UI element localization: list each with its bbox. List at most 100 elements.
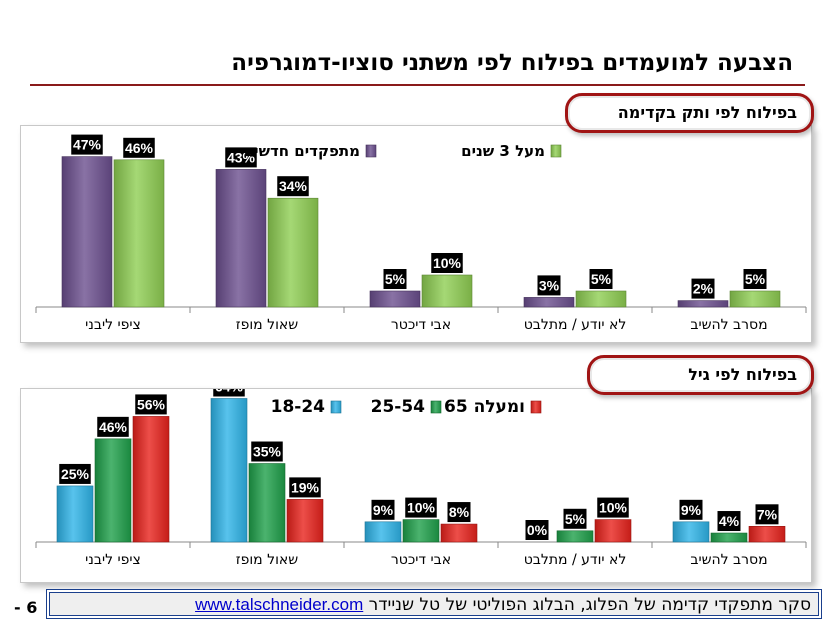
age-section-heading: בפילוח לפי גיל: [587, 355, 814, 395]
data-label-box: [71, 134, 103, 155]
bar: [440, 523, 478, 543]
category-label: מסרב להשיב: [690, 317, 767, 333]
bar: [56, 485, 94, 543]
bar: [710, 532, 748, 543]
data-label-box: [213, 389, 245, 397]
data-label-box: [563, 508, 587, 529]
data-label: 7%: [757, 506, 778, 522]
data-label-box: [277, 176, 309, 197]
legend-swatch: [330, 400, 342, 414]
category-label: לא יודע / מתלבט: [524, 552, 627, 568]
data-label-box: [431, 253, 463, 273]
data-label-box: [597, 497, 629, 518]
footer-text: סקר מתפקדי קדימה של הפלוג, הבלוג הפוליטי…: [363, 595, 811, 615]
data-label: 46%: [125, 140, 154, 156]
category-label: שאול מופז: [236, 552, 298, 568]
data-label: 5%: [745, 271, 766, 287]
data-label-box: [717, 511, 741, 532]
bar: [748, 526, 786, 543]
category-label: לא יודע / מתלבט: [524, 317, 627, 333]
data-label: 5%: [591, 271, 612, 287]
data-label: 5%: [385, 271, 406, 287]
data-label-box: [679, 499, 703, 520]
data-label-box: [97, 416, 129, 437]
legend-label: 65 ומעלה: [444, 397, 525, 417]
bar: [594, 519, 632, 543]
data-label: 47%: [73, 137, 102, 153]
legend-label: 18-24: [271, 397, 326, 417]
legend-label: 25-54: [371, 397, 426, 417]
bar: [286, 499, 324, 543]
bar: [729, 290, 781, 308]
bar: [113, 159, 165, 308]
data-label: 43%: [227, 149, 256, 165]
data-label: 35%: [253, 444, 282, 460]
data-label-box: [371, 499, 395, 520]
legend-label: מעל 3 שנים: [461, 142, 545, 160]
data-label: 10%: [433, 255, 462, 271]
legend-label: מתפקדים חדשים: [244, 142, 360, 160]
bar: [369, 290, 421, 308]
bar: [364, 521, 402, 543]
data-label: 25%: [61, 466, 90, 482]
data-label-box: [59, 463, 91, 484]
data-label: 19%: [291, 479, 320, 495]
data-label: 56%: [137, 396, 166, 412]
data-label-box: [755, 504, 779, 525]
bar: [215, 169, 267, 308]
page-number: - 6: [14, 598, 38, 617]
data-label: 0%: [527, 522, 548, 538]
data-label: 10%: [599, 500, 628, 516]
data-label: 9%: [373, 502, 394, 518]
data-label-box: [743, 269, 767, 289]
data-label-box: [447, 502, 471, 523]
bar: [672, 521, 710, 543]
data-label: 9%: [681, 502, 702, 518]
data-label: 5%: [565, 511, 586, 527]
bar: [677, 300, 729, 308]
bar: [523, 297, 575, 308]
footer-link[interactable]: www.talschneider.com: [195, 595, 364, 614]
bar: [556, 530, 594, 543]
category-label: שאול מופז: [236, 317, 298, 333]
legend-swatch: [530, 400, 542, 414]
data-label: 46%: [99, 419, 128, 435]
tenure-chart-panel: 47% 46% ציפי ליבני 43% 34% שאול מופז 5% 10% אבי …: [20, 125, 812, 343]
legend-swatch: [550, 144, 562, 158]
page-title: הצבעה למועמדים בפילוח לפי משתני סוציו-דמ…: [231, 50, 793, 76]
data-label-box: [405, 497, 437, 518]
bar: [421, 274, 473, 308]
data-label-box: [383, 269, 407, 289]
bar: [210, 398, 248, 543]
bar: [575, 290, 627, 308]
data-label: 10%: [407, 500, 436, 516]
data-label: 4%: [719, 513, 740, 529]
footer-source: סקר מתפקדי קדימה של הפלוג, הבלוג הפוליטי…: [46, 589, 822, 619]
data-label-box: [537, 275, 561, 296]
data-label-box: [123, 137, 155, 158]
category-label: ציפי ליבני: [85, 317, 141, 333]
bar: [132, 416, 170, 543]
data-label-box: [135, 394, 167, 415]
data-label: 8%: [449, 504, 470, 520]
data-label: 2%: [693, 281, 714, 297]
age-chart: 25% 46% 56% ציפי ליבני 64% 35% 19% שאול מופז 9% 1…: [35, 389, 807, 568]
data-label: 64%: [215, 389, 244, 394]
category-label: ציפי ליבני: [85, 552, 141, 568]
age-chart-panel: 25% 46% 56% ציפי ליבני 64% 35% 19% שאול מופז 9% 1…: [20, 388, 812, 583]
data-label-box: [525, 520, 549, 540]
bar: [248, 463, 286, 543]
bar: [267, 197, 319, 308]
category-label: מסרב להשיב: [690, 552, 767, 568]
category-label: אבי דיכטר: [391, 552, 451, 568]
tenure-section-heading: בפילוח לפי ותק בקדימה: [565, 93, 814, 133]
bar: [94, 438, 132, 543]
data-label: 34%: [279, 178, 308, 194]
bar: [61, 156, 113, 308]
category-label: אבי דיכטר: [391, 317, 451, 333]
data-label-box: [225, 147, 257, 168]
data-label-box: [691, 278, 715, 299]
title-underline: [30, 84, 805, 86]
data-label-box: [589, 269, 613, 289]
data-label-box: [251, 441, 283, 462]
